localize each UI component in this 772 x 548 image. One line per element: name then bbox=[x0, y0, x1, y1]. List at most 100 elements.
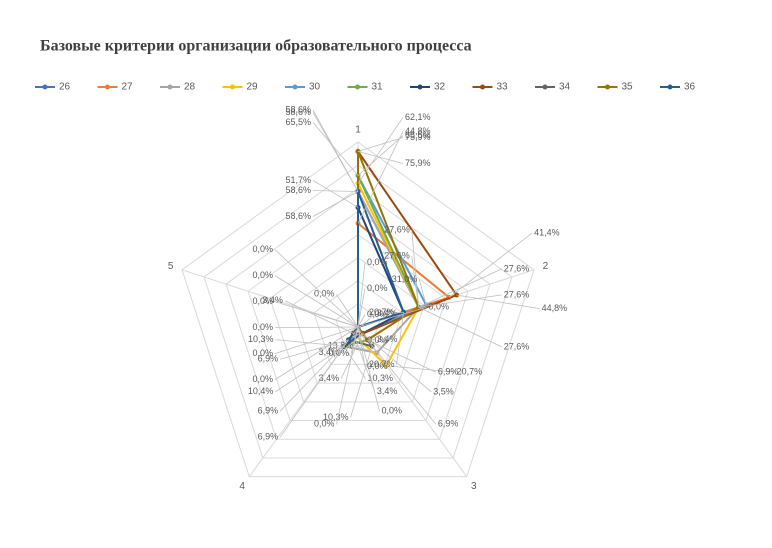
legend-marker bbox=[230, 84, 235, 90]
data-label: 10,3% bbox=[367, 373, 393, 383]
data-label: 6,9% bbox=[438, 367, 459, 377]
leader-line bbox=[353, 332, 375, 341]
axis-label: 1 bbox=[355, 125, 361, 136]
leader-line bbox=[340, 333, 363, 354]
data-label: 62,1% bbox=[405, 112, 431, 122]
leader-line bbox=[279, 339, 349, 438]
grid-ring bbox=[225, 187, 491, 440]
data-label: 3,4% bbox=[319, 347, 340, 357]
legend-label: 28 bbox=[184, 82, 196, 93]
leader-line bbox=[386, 365, 455, 373]
data-label: 0,0% bbox=[367, 257, 388, 267]
leader-line bbox=[367, 339, 437, 425]
leader-line bbox=[336, 294, 359, 328]
data-label: 6,9% bbox=[258, 406, 279, 416]
leader-line bbox=[411, 255, 420, 308]
data-label: 0,0% bbox=[367, 361, 388, 371]
legend-marker bbox=[542, 84, 548, 90]
leader-line bbox=[279, 339, 349, 412]
leader-line bbox=[312, 112, 359, 192]
leader-line bbox=[418, 268, 502, 308]
legend-marker bbox=[355, 84, 360, 90]
data-label: 10,3% bbox=[323, 412, 349, 422]
chart-title: Базовые критерии организации образовател… bbox=[40, 38, 472, 55]
data-label: 75,9% bbox=[405, 158, 431, 168]
data-label: 44,8% bbox=[405, 126, 431, 136]
data-label: 6,9% bbox=[258, 354, 279, 364]
data-label: 0,0% bbox=[252, 348, 273, 358]
legend-marker bbox=[417, 84, 423, 90]
data-label: 0,0% bbox=[314, 289, 335, 299]
data-label: 3,4% bbox=[377, 386, 398, 396]
data-label: 3,4% bbox=[377, 308, 398, 318]
leader-line bbox=[275, 339, 345, 347]
data-label: 58,6% bbox=[285, 185, 311, 195]
legend-label: 27 bbox=[122, 82, 134, 93]
axis-spoke bbox=[181, 269, 359, 328]
legend-label: 29 bbox=[247, 82, 259, 93]
grid-ring bbox=[313, 280, 403, 365]
axis-label: 2 bbox=[543, 261, 549, 272]
data-label: 20,7% bbox=[369, 359, 395, 369]
leader-line bbox=[396, 312, 404, 365]
legend-marker bbox=[42, 84, 48, 90]
leader-line bbox=[274, 275, 359, 328]
leader-line bbox=[456, 294, 540, 310]
axis-label: 5 bbox=[168, 261, 174, 272]
data-label: 65,5% bbox=[285, 117, 311, 127]
legend-marker bbox=[667, 84, 673, 90]
grid-ring bbox=[203, 164, 513, 459]
leader-line bbox=[274, 249, 359, 328]
data-label: 27,6% bbox=[504, 341, 530, 351]
leader-line bbox=[312, 190, 359, 192]
leader-line bbox=[418, 279, 427, 305]
data-label: 20,7% bbox=[457, 366, 483, 376]
legend-label: 36 bbox=[684, 82, 696, 93]
data-label: 51,7% bbox=[285, 175, 311, 185]
data-label: 58,6% bbox=[285, 211, 311, 221]
data-label: 0,0% bbox=[252, 244, 273, 254]
leader-line bbox=[357, 326, 366, 341]
axis-label: 3 bbox=[471, 481, 477, 492]
data-label: 27,6% bbox=[384, 224, 410, 234]
data-label: 0,0% bbox=[252, 322, 273, 332]
leader-line bbox=[274, 326, 359, 329]
data-label: 0,0% bbox=[252, 296, 273, 306]
leader-line bbox=[418, 306, 502, 348]
data-label: 0,0% bbox=[367, 309, 388, 319]
legend-marker bbox=[167, 84, 173, 90]
data-label: 0,0% bbox=[367, 283, 388, 293]
leader-line bbox=[357, 288, 366, 328]
data-label: 0,0% bbox=[367, 335, 388, 345]
data-label: 0,0% bbox=[252, 270, 273, 280]
legend-label: 26 bbox=[59, 82, 71, 93]
data-label: 0,0% bbox=[381, 406, 402, 416]
leader-line bbox=[343, 346, 366, 379]
leader-line bbox=[274, 301, 359, 328]
leader-line bbox=[418, 294, 502, 308]
data-label: 3,4% bbox=[262, 295, 283, 305]
leader-line bbox=[274, 326, 359, 380]
data-label: 10,4% bbox=[248, 386, 274, 396]
leader-line bbox=[357, 314, 366, 328]
legend-label: 32 bbox=[434, 82, 446, 93]
data-label: 6,9% bbox=[438, 419, 459, 429]
leader-line bbox=[312, 180, 359, 208]
data-label: 65,5% bbox=[405, 130, 431, 140]
data-label: 3,5% bbox=[433, 386, 454, 396]
data-label: 27,6% bbox=[384, 250, 410, 260]
data-label: 41,4% bbox=[534, 227, 560, 237]
legend-label: 34 bbox=[559, 82, 571, 93]
data-label: 0,0% bbox=[314, 419, 335, 429]
data-label: 27,6% bbox=[504, 289, 530, 299]
data-label: 27,6% bbox=[504, 263, 530, 273]
legend-marker bbox=[480, 84, 485, 90]
leader-line bbox=[336, 326, 359, 425]
data-label: 10,3% bbox=[248, 334, 274, 344]
leader-line bbox=[312, 191, 359, 217]
leader-line bbox=[357, 306, 427, 328]
legend-marker bbox=[105, 84, 110, 90]
data-label: 6,9% bbox=[258, 432, 279, 442]
data-label: 58,6% bbox=[285, 107, 311, 117]
